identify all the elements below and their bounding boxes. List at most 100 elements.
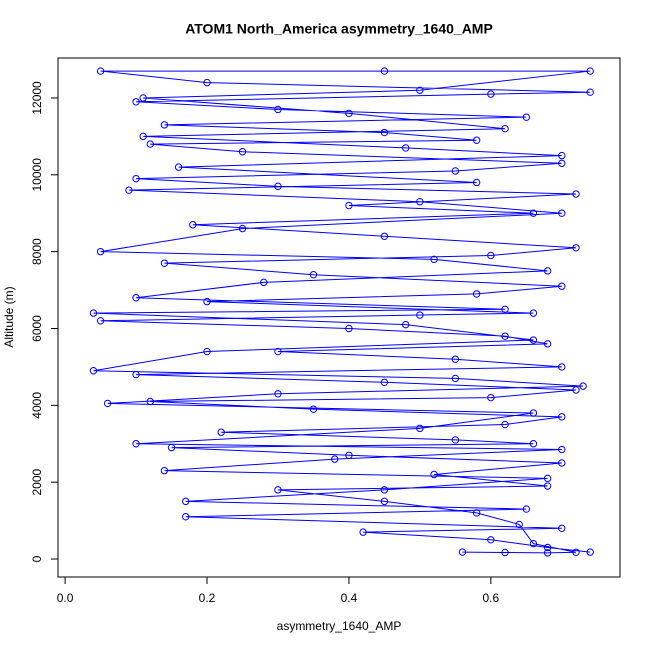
point	[309, 270, 318, 279]
point	[380, 497, 389, 506]
point	[522, 505, 531, 513]
point	[345, 109, 353, 118]
point	[380, 486, 389, 494]
y-tick-label: 2000	[30, 469, 44, 496]
point	[501, 420, 509, 429]
point	[501, 124, 509, 133]
point	[89, 309, 98, 317]
point	[558, 209, 566, 217]
point	[529, 409, 538, 417]
point	[501, 332, 509, 340]
x-tick-label: 0.4	[341, 591, 358, 605]
point	[331, 455, 339, 463]
point	[103, 399, 112, 408]
point	[416, 86, 424, 94]
point	[217, 428, 225, 436]
point	[558, 363, 566, 371]
point	[345, 451, 353, 459]
point	[182, 497, 190, 506]
point	[558, 282, 566, 290]
point	[451, 436, 460, 444]
point	[160, 259, 169, 267]
y-tick-label: 6000	[30, 315, 44, 342]
point	[274, 347, 282, 356]
plot-frame	[57, 57, 621, 578]
point	[487, 251, 495, 260]
point	[543, 543, 552, 552]
point	[543, 482, 552, 490]
point	[529, 440, 538, 448]
point	[543, 340, 552, 348]
point	[572, 548, 580, 556]
point	[203, 78, 211, 87]
point	[89, 367, 98, 375]
point	[139, 132, 147, 141]
point	[586, 67, 594, 75]
point	[543, 267, 552, 275]
point	[543, 549, 552, 557]
point	[558, 413, 566, 421]
point	[529, 209, 538, 217]
point	[451, 374, 460, 383]
point	[160, 121, 169, 129]
point	[472, 136, 481, 144]
chart-title: ATOM1 North_America asymmetry_1640_AMP	[185, 21, 493, 37]
point	[558, 445, 566, 454]
point	[558, 159, 566, 167]
point	[472, 178, 481, 187]
point	[132, 98, 140, 106]
point	[402, 144, 410, 152]
point	[274, 486, 282, 494]
y-axis-label: Altitude (m)	[2, 286, 16, 347]
point	[132, 370, 140, 379]
point	[139, 94, 147, 102]
point	[380, 67, 389, 75]
point	[558, 151, 566, 160]
point	[132, 440, 140, 448]
point	[174, 163, 183, 171]
point	[274, 182, 282, 191]
point	[586, 88, 594, 96]
point	[458, 548, 467, 556]
point	[189, 221, 197, 229]
point	[472, 509, 481, 517]
point	[132, 294, 140, 302]
x-tick-label: 0.6	[483, 591, 500, 605]
point	[380, 232, 389, 240]
point	[96, 247, 105, 256]
point	[238, 224, 247, 233]
point	[380, 378, 389, 386]
series-line	[93, 70, 591, 554]
point	[558, 459, 566, 467]
point	[309, 405, 318, 413]
point	[572, 190, 580, 198]
point	[345, 201, 353, 210]
point	[472, 290, 481, 298]
point	[96, 317, 105, 325]
point	[579, 382, 587, 390]
point	[572, 386, 580, 394]
point	[359, 528, 367, 536]
point	[529, 539, 538, 548]
point	[515, 520, 523, 529]
point	[96, 67, 105, 75]
point	[522, 113, 531, 121]
y-tick-label: 0	[30, 555, 44, 562]
x-tick-label: 0.0	[57, 591, 74, 605]
point	[160, 466, 169, 475]
point	[238, 148, 247, 156]
point	[543, 474, 552, 483]
point	[487, 90, 495, 98]
point	[572, 244, 580, 252]
point	[402, 320, 410, 329]
point	[487, 393, 495, 402]
point	[451, 355, 460, 363]
point	[203, 297, 211, 306]
point	[260, 278, 268, 287]
x-tick-label: 0.2	[199, 591, 216, 605]
point	[430, 470, 438, 479]
point	[451, 167, 460, 175]
point	[203, 347, 211, 356]
y-tick-label: 8000	[30, 238, 44, 265]
point	[416, 311, 424, 319]
